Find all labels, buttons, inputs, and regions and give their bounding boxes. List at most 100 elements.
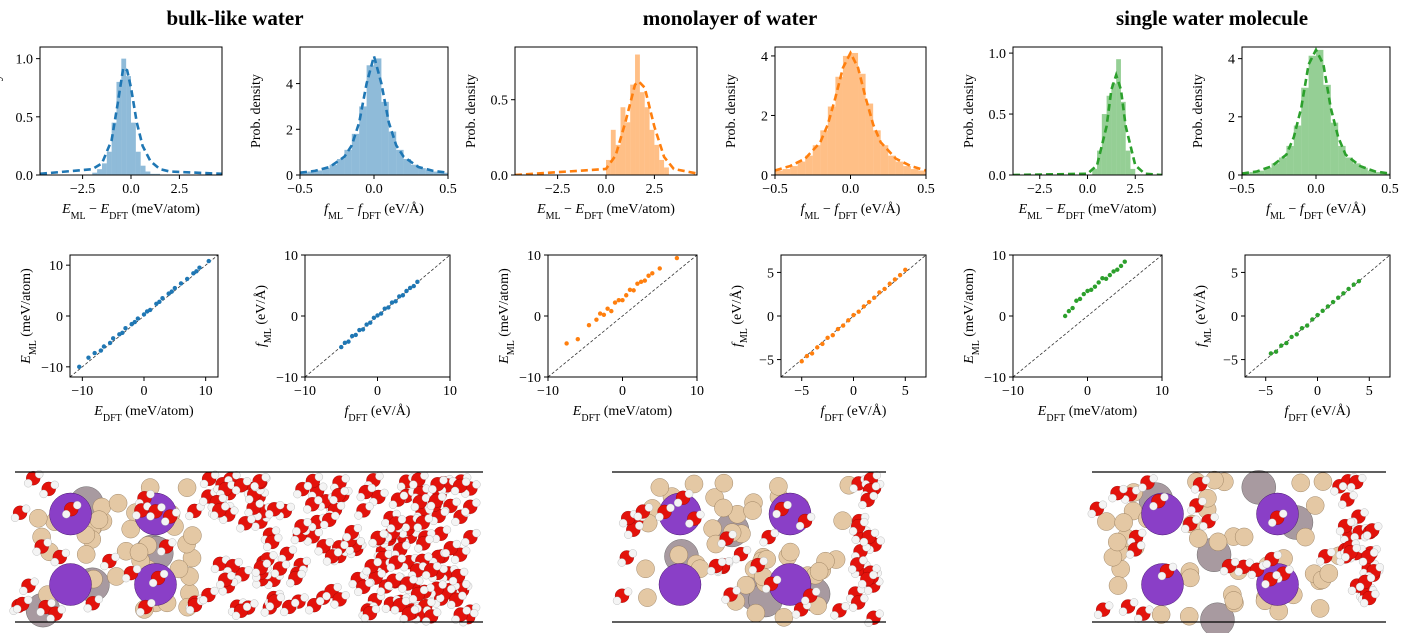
atom — [269, 551, 277, 559]
point — [1352, 282, 1356, 286]
point — [639, 280, 643, 284]
label-part: E — [536, 202, 546, 217]
atom — [1137, 541, 1145, 549]
atom — [402, 542, 410, 550]
label-part: DFT — [1046, 413, 1065, 424]
hist-bar — [136, 152, 141, 175]
hist-bar — [621, 107, 626, 175]
point — [815, 345, 819, 349]
atom — [1187, 506, 1195, 514]
atom — [95, 595, 103, 603]
axes-frame — [515, 47, 697, 175]
hist-bar — [102, 163, 107, 175]
atom — [277, 593, 285, 601]
atom — [659, 564, 701, 606]
atom — [340, 541, 348, 549]
point — [1089, 288, 1093, 292]
atom — [289, 546, 297, 554]
x-tick-label: 0.0 — [842, 182, 860, 197]
point — [675, 256, 679, 260]
atom — [24, 479, 32, 487]
atom — [100, 562, 108, 570]
atom — [243, 477, 251, 485]
label-part: (meV/atom) — [962, 268, 977, 340]
atom — [715, 474, 733, 492]
atom — [1202, 476, 1210, 484]
hist-bar — [635, 55, 640, 175]
y-tick-label: 0 — [1228, 169, 1235, 184]
y-tick-label: 0 — [56, 310, 63, 325]
atom — [619, 519, 627, 527]
atom — [1199, 522, 1207, 530]
atom — [1152, 606, 1170, 624]
x-tick-label: 0 — [1084, 384, 1091, 399]
atom — [354, 588, 362, 596]
atom — [1285, 566, 1293, 574]
label-part: − — [820, 202, 835, 217]
atom — [645, 504, 653, 512]
atom — [722, 596, 730, 604]
point — [207, 259, 211, 263]
atom — [357, 493, 365, 501]
atom — [183, 527, 201, 545]
atom — [291, 599, 299, 607]
y-tick-label: 0 — [767, 310, 774, 325]
x-tick-label: 0 — [1314, 384, 1321, 399]
atom — [369, 539, 377, 547]
label-part: (meV/atom) — [1085, 202, 1157, 217]
atom — [243, 603, 251, 611]
label-part: ML — [739, 328, 750, 343]
atom — [769, 477, 787, 495]
point — [1331, 300, 1335, 304]
hist-bar — [330, 165, 337, 175]
atom — [1349, 491, 1357, 499]
point — [1100, 276, 1104, 280]
hist-bar — [1286, 146, 1293, 175]
atom — [1191, 485, 1199, 493]
atom — [280, 608, 288, 616]
point — [179, 281, 183, 285]
axis-label: fML (eV/Å) — [1193, 285, 1214, 347]
point — [1326, 304, 1330, 308]
y-tick-label: 10 — [49, 259, 63, 274]
atom — [271, 570, 279, 578]
atom — [1130, 598, 1138, 606]
atom — [354, 524, 362, 532]
label-part: Prob. density — [464, 74, 479, 148]
atom — [1138, 529, 1146, 537]
atom — [1358, 474, 1366, 482]
atom — [1094, 611, 1102, 619]
atom — [235, 558, 243, 566]
atom — [1356, 583, 1364, 591]
point — [805, 354, 809, 358]
label-part: E — [1056, 202, 1066, 217]
plot-area — [775, 53, 926, 175]
point — [620, 298, 624, 302]
hist-bar — [843, 56, 851, 175]
label-part: Prob. density — [0, 74, 4, 148]
y-tick-label: 4 — [761, 50, 768, 65]
atom — [1192, 516, 1200, 524]
atom — [178, 479, 196, 497]
point — [86, 355, 90, 359]
atom — [342, 591, 350, 599]
x-tick-label: 5 — [1366, 384, 1373, 399]
atom — [1209, 533, 1227, 551]
point — [185, 277, 189, 281]
axes-frame — [1013, 47, 1162, 175]
label-part: ML — [28, 340, 39, 355]
atom — [161, 518, 169, 526]
y-tick-label: 5 — [1231, 266, 1238, 281]
atom — [398, 554, 406, 562]
plot-area — [305, 255, 450, 377]
label-part: − — [1042, 202, 1057, 217]
atom — [266, 602, 274, 610]
point — [160, 296, 164, 300]
axis-label: Prob. density — [962, 74, 977, 148]
point — [148, 308, 152, 312]
y-tick-label: 5 — [767, 266, 774, 281]
y-tick-label: 0 — [1231, 310, 1238, 325]
atom — [236, 524, 244, 532]
axis-label: fML − fDFT (eV/Å) — [801, 201, 901, 222]
atom — [185, 512, 193, 520]
